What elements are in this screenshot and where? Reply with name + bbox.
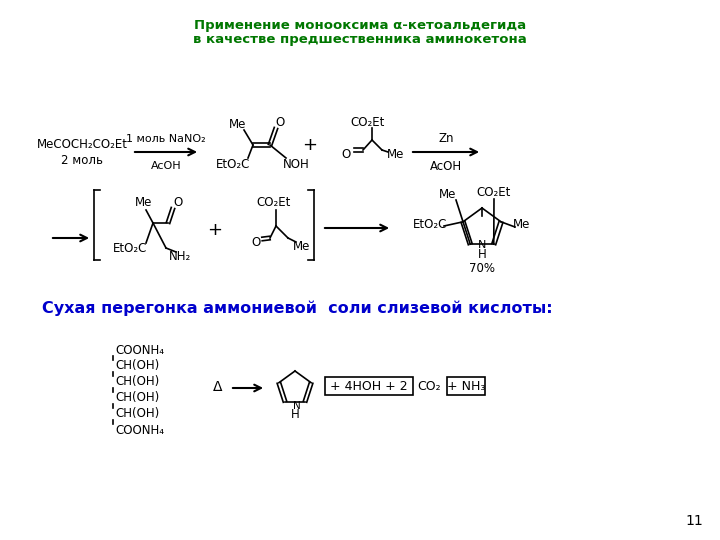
Text: COONH₄: COONH₄ xyxy=(115,423,164,436)
Text: CO₂Et: CO₂Et xyxy=(477,186,511,199)
Text: Δ: Δ xyxy=(213,380,222,394)
Text: AcOH: AcOH xyxy=(150,161,181,171)
Text: Сухая перегонка аммониевой  соли слизевой кислоты:: Сухая перегонка аммониевой соли слизевой… xyxy=(42,300,553,316)
Text: O: O xyxy=(251,237,261,249)
Text: CO₂: CO₂ xyxy=(417,380,441,393)
Text: NOH: NOH xyxy=(283,158,310,171)
Text: EtO₂C: EtO₂C xyxy=(413,219,447,232)
Text: NH₂: NH₂ xyxy=(169,249,191,262)
Text: +: + xyxy=(302,136,318,154)
Text: CH(OH): CH(OH) xyxy=(115,360,159,373)
Text: +: + xyxy=(207,221,222,239)
Text: + NH₃: + NH₃ xyxy=(447,380,485,393)
Text: Me: Me xyxy=(439,188,456,201)
Text: O: O xyxy=(341,148,351,161)
Text: CH(OH): CH(OH) xyxy=(115,392,159,404)
Text: Zn: Zn xyxy=(438,132,454,145)
Text: H: H xyxy=(477,248,487,261)
Text: Me: Me xyxy=(293,240,311,253)
Text: Me: Me xyxy=(135,197,153,210)
Text: N: N xyxy=(478,240,486,250)
Text: 70%: 70% xyxy=(469,261,495,274)
Text: Me: Me xyxy=(513,219,531,232)
Bar xyxy=(325,377,413,395)
Text: O: O xyxy=(174,197,183,210)
Text: CO₂Et: CO₂Et xyxy=(257,197,291,210)
Text: EtO₂C: EtO₂C xyxy=(113,241,147,254)
Text: H: H xyxy=(291,408,300,422)
Text: CH(OH): CH(OH) xyxy=(115,375,159,388)
Text: Применение монооксима α-кетоальдегида: Применение монооксима α-кетоальдегида xyxy=(194,18,526,31)
Text: CH(OH): CH(OH) xyxy=(115,408,159,421)
Text: MeCOCH₂CO₂Et: MeCOCH₂CO₂Et xyxy=(37,138,127,152)
Text: Me: Me xyxy=(229,118,247,132)
Text: + 4HOH + 2: + 4HOH + 2 xyxy=(330,380,408,393)
Text: COONH₄: COONH₄ xyxy=(115,343,164,356)
Text: EtO₂C: EtO₂C xyxy=(216,158,250,171)
Text: N: N xyxy=(293,401,301,411)
Text: 2 моль: 2 моль xyxy=(61,153,103,166)
Text: CO₂Et: CO₂Et xyxy=(351,116,385,129)
Text: 1 моль NaNO₂: 1 моль NaNO₂ xyxy=(126,134,206,144)
Text: в качестве предшественника аминокетона: в качестве предшественника аминокетона xyxy=(193,33,527,46)
Text: 11: 11 xyxy=(685,514,703,528)
Text: AcOH: AcOH xyxy=(430,159,462,172)
Text: O: O xyxy=(275,116,284,129)
Text: Me: Me xyxy=(387,148,405,161)
Bar xyxy=(447,377,485,395)
